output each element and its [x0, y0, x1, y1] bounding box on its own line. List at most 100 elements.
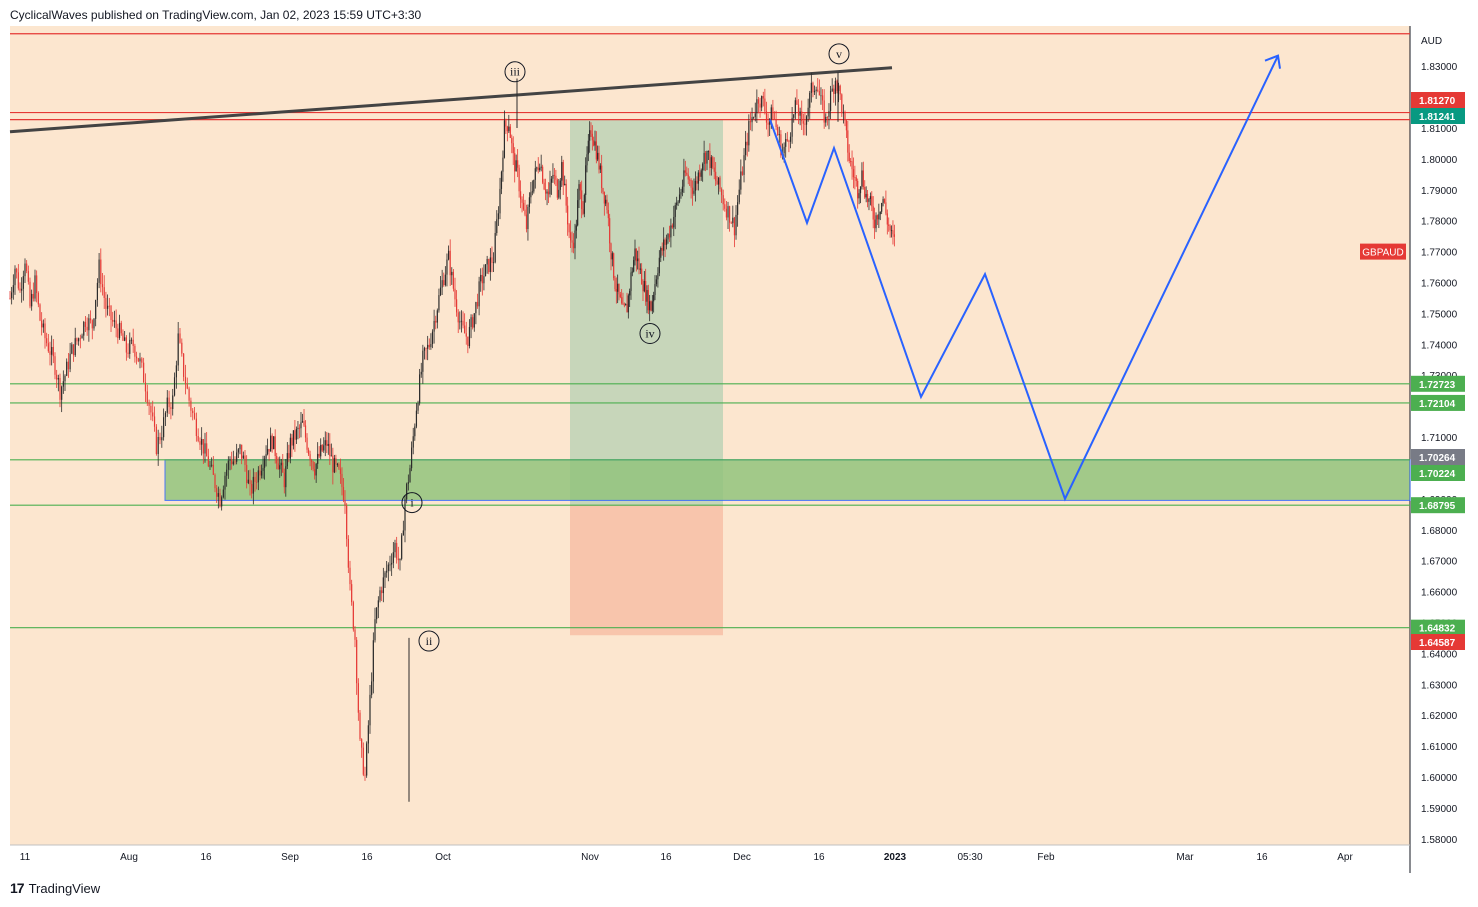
candle-body [312, 461, 314, 470]
candle-body [712, 157, 714, 168]
candle-body [730, 222, 732, 224]
candle-body [799, 111, 801, 116]
candle-body [152, 412, 154, 417]
candle-body [108, 305, 110, 307]
candle-body [629, 290, 631, 296]
y-tick-label: 1.63000 [1421, 680, 1458, 691]
candle-body [533, 179, 535, 192]
candle-body [321, 444, 323, 451]
candle-body [431, 331, 434, 344]
candle-body [615, 289, 617, 292]
candle-body [837, 85, 840, 91]
candle-body [130, 339, 133, 341]
candle-body [186, 384, 188, 389]
wave-label: iii [510, 65, 521, 79]
candle-body [234, 461, 236, 463]
candle-body [101, 284, 104, 288]
candle-body [789, 136, 792, 142]
candle-body [484, 264, 487, 277]
candle-body [404, 499, 406, 531]
candle-body [98, 259, 100, 283]
candle-body [704, 152, 707, 164]
candle-body [394, 542, 396, 553]
candle-body [663, 239, 665, 251]
candle-body [855, 177, 857, 181]
candle-body [447, 250, 450, 260]
candle-body [379, 590, 381, 601]
candle-body [641, 268, 643, 285]
x-tick-label: 05:30 [957, 852, 982, 863]
candle-body [118, 322, 121, 338]
candle-body [578, 184, 580, 201]
tradingview-logo-icon: 17 [10, 880, 25, 896]
candle-body [295, 429, 298, 440]
candle-body [364, 774, 366, 776]
candle-body [454, 288, 456, 300]
candle-body [137, 358, 139, 362]
candle-body [874, 219, 876, 229]
candle-body [722, 195, 724, 205]
candle-body [451, 271, 453, 276]
candle-body [683, 170, 685, 187]
candle-body [574, 230, 576, 249]
candle-body [155, 426, 157, 454]
candle-body [562, 162, 564, 186]
candle-body [506, 126, 508, 132]
candle-body [206, 443, 208, 457]
candle-body [558, 189, 560, 198]
candle-body [590, 130, 592, 134]
candle-body [289, 437, 291, 459]
price-axis-background [1410, 26, 1470, 845]
candle-body [181, 342, 183, 354]
candle-body [848, 152, 850, 162]
candle-body [71, 344, 73, 354]
candle-body [279, 465, 281, 470]
candle-body [589, 130, 591, 141]
candle-body [199, 441, 201, 445]
candle-body [831, 88, 833, 91]
candle-body [486, 258, 488, 265]
candle-body [890, 230, 893, 232]
candle-body [438, 295, 440, 311]
candle-body [423, 348, 426, 351]
candle-body [500, 171, 503, 189]
candle-body [607, 209, 609, 219]
candle-body [700, 170, 702, 177]
x-tick-label: Nov [581, 852, 599, 863]
candle-body [791, 117, 793, 137]
candle-body [347, 538, 349, 568]
candle-body [531, 191, 533, 193]
candle-body [534, 168, 536, 180]
candle-body [883, 199, 886, 203]
candle-body [540, 166, 542, 168]
candle-body [470, 317, 472, 327]
candle-body [139, 358, 141, 362]
candle-body [134, 345, 136, 357]
candle-body [836, 80, 838, 91]
candle-body [602, 187, 604, 192]
candle-body [148, 402, 150, 406]
candle-body [512, 143, 514, 154]
price-label: 1.72723 [1419, 380, 1456, 391]
candle-body [159, 437, 161, 441]
candle-body [738, 189, 740, 203]
candle-body [146, 391, 148, 403]
candle-body [757, 99, 760, 104]
candle-body [804, 123, 806, 125]
candle-body [651, 301, 653, 311]
candle-body [715, 171, 717, 181]
candle-body [865, 193, 867, 198]
candle-body [697, 172, 699, 184]
candle-body [889, 225, 891, 231]
candle-body [514, 153, 516, 172]
candle-body [141, 358, 143, 363]
candle-body [14, 268, 16, 286]
candle-body [386, 570, 388, 573]
price-label: 1.70224 [1419, 469, 1456, 480]
candle-body [459, 321, 461, 323]
candle-body [552, 174, 554, 179]
candle-body [564, 183, 566, 186]
wave-label: ii [426, 634, 433, 648]
y-tick-label: 1.68000 [1421, 526, 1458, 537]
